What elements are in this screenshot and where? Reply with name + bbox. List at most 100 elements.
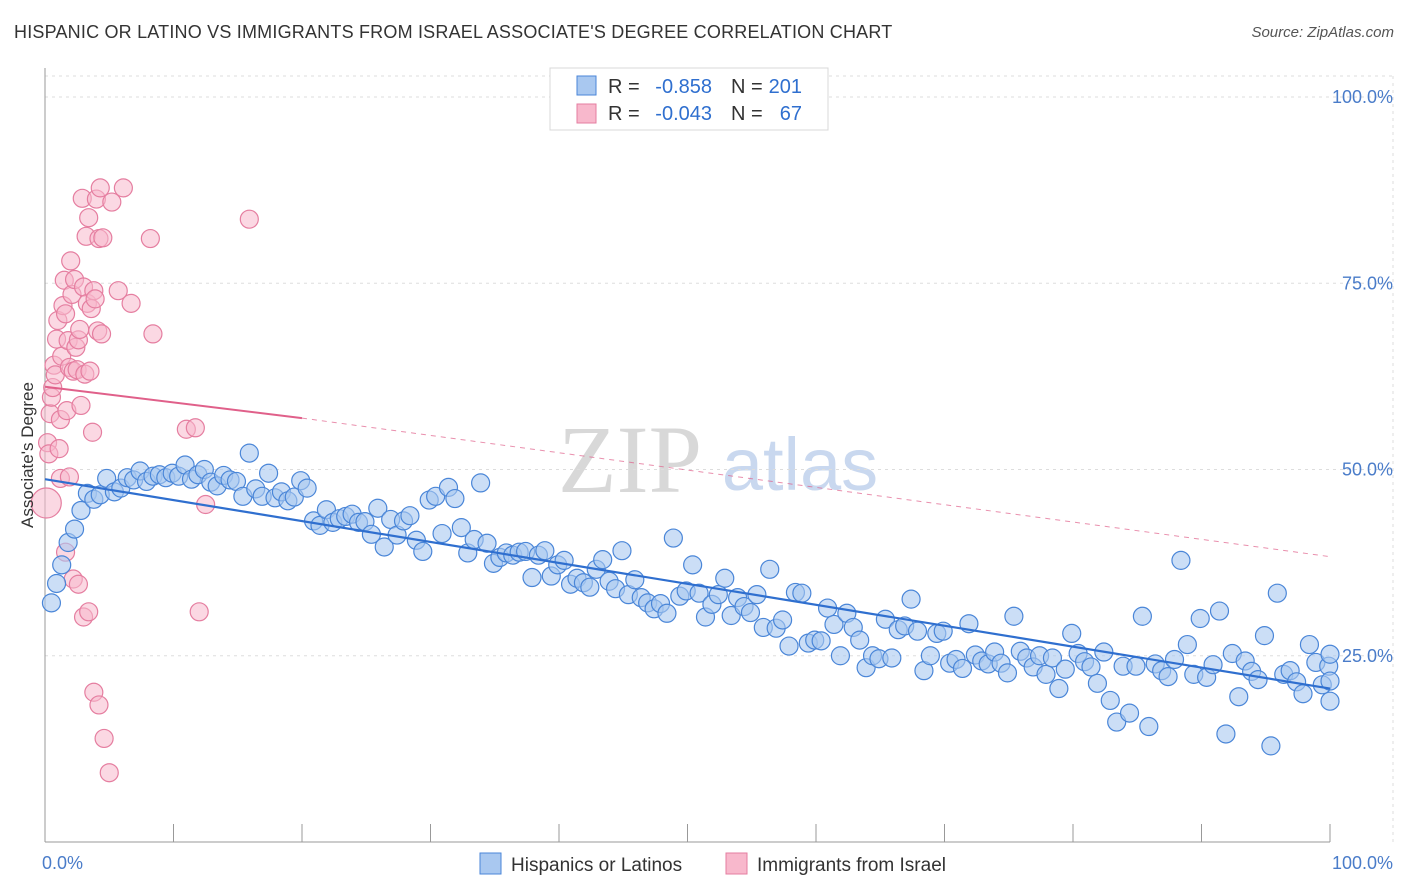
legend-r-label-1: R = xyxy=(608,103,640,125)
hispanic-point xyxy=(1320,691,1340,711)
hispanic-point xyxy=(612,541,632,561)
hispanic-point xyxy=(1261,736,1281,756)
bottom-legend-label-israel: Immigrants from Israel xyxy=(757,855,946,876)
hispanic-point xyxy=(1087,673,1108,693)
hispanic-point xyxy=(1164,649,1185,670)
hispanic-point xyxy=(920,646,940,666)
source-label: Source: ZipAtlas.com xyxy=(1251,24,1394,41)
legend-n-label-1: N = xyxy=(731,103,763,125)
hispanic-point xyxy=(1177,634,1197,655)
legend-n-value-0: 201 xyxy=(769,76,802,98)
israel-point xyxy=(239,209,259,229)
israel-points xyxy=(30,178,259,783)
legend-swatch-hispanic xyxy=(576,75,597,96)
hispanic-point xyxy=(535,541,555,561)
hispanic-point xyxy=(1293,684,1313,704)
hispanic-point xyxy=(239,443,259,463)
hispanic-point xyxy=(792,583,812,603)
israel-point xyxy=(99,763,119,783)
hispanic-point xyxy=(1190,608,1210,629)
legend-n-value-1: 67 xyxy=(780,103,802,125)
trend-lines xyxy=(44,385,1331,690)
israel-point xyxy=(68,574,89,594)
hispanic-point xyxy=(952,658,973,679)
hispanic-point xyxy=(760,559,780,579)
watermark-zip: ZIP xyxy=(558,406,702,513)
hispanic-point xyxy=(830,646,851,666)
hispanic-point xyxy=(1320,644,1340,664)
hispanic-point xyxy=(1267,583,1287,603)
hispanic-point xyxy=(46,573,67,594)
hispanic-point xyxy=(297,478,317,498)
hispanic-point xyxy=(657,603,677,623)
hispanic-point xyxy=(451,518,471,538)
hispanic-point xyxy=(1216,724,1236,744)
y-axis-label: Associate's Degree xyxy=(18,382,37,528)
israel-point xyxy=(91,324,112,344)
hispanic-point xyxy=(1254,626,1275,646)
hispanic-point xyxy=(882,648,902,668)
israel-trend-line xyxy=(44,385,303,420)
hispanic-point xyxy=(1126,656,1146,676)
watermark: ZIP atlas xyxy=(558,406,878,513)
hispanic-point xyxy=(715,568,735,588)
hispanic-point xyxy=(1119,703,1140,723)
israel-point xyxy=(89,695,109,715)
hispanic-point xyxy=(1062,623,1082,644)
hispanic-point xyxy=(593,550,613,570)
hispanic-point xyxy=(1132,606,1152,626)
legend-r-value-1: -0.043 xyxy=(655,103,712,125)
chart-title: HISPANIC OR LATINO VS IMMIGRANTS FROM IS… xyxy=(14,22,893,42)
x-tick-labels: 0.0% 100.0% xyxy=(42,853,1393,873)
stats-legend: R = -0.858 N = 201 R = -0.043 N = 67 xyxy=(549,67,829,131)
israel-point xyxy=(102,192,122,212)
bottom-legend-swatch-hispanic xyxy=(479,852,502,875)
hispanic-point xyxy=(683,555,703,575)
hispanic-point xyxy=(580,577,600,597)
israel-point xyxy=(49,439,69,459)
israel-point xyxy=(140,228,160,249)
hispanic-point xyxy=(1055,659,1075,679)
x-tick-label-0: 0.0% xyxy=(42,853,83,873)
legend-n-label-0: N = xyxy=(731,76,763,98)
hispanic-point xyxy=(374,537,394,557)
israel-point xyxy=(90,178,110,198)
hispanic-point xyxy=(901,589,921,609)
legend-swatch-israel xyxy=(576,103,597,124)
bottom-legend: Hispanics or Latinos Immigrants from Isr… xyxy=(479,852,946,876)
x-tick-label-100: 100.0% xyxy=(1332,853,1393,873)
israel-point xyxy=(61,251,81,271)
hispanic-point xyxy=(1158,667,1178,687)
hispanic-point xyxy=(445,488,465,509)
hispanic-point xyxy=(368,498,388,518)
hispanic-point xyxy=(1320,671,1340,691)
hispanic-point xyxy=(663,528,683,548)
israel-point xyxy=(79,208,99,228)
israel-point xyxy=(55,304,76,324)
hispanic-trend-line xyxy=(44,478,1331,690)
bottom-legend-swatch-israel xyxy=(725,852,748,875)
legend-r-value-0: -0.858 xyxy=(655,76,712,98)
hispanic-point xyxy=(258,463,279,483)
hispanic-point xyxy=(1209,601,1230,621)
hispanic-point xyxy=(400,506,420,526)
israel-point xyxy=(143,324,163,344)
y-tick-labels: 25.0% 50.0% 75.0% 100.0% xyxy=(1332,87,1393,666)
hispanic-point xyxy=(41,593,62,613)
israel-point xyxy=(94,728,114,749)
hispanic-point xyxy=(432,523,452,544)
watermark-atlas: atlas xyxy=(722,423,878,506)
hispanic-point xyxy=(522,567,542,588)
hispanic-point xyxy=(71,500,91,521)
y-tick-label-25: 25.0% xyxy=(1342,646,1393,666)
hispanic-point xyxy=(1004,606,1024,626)
israel-point xyxy=(80,361,100,381)
hispanic-point xyxy=(824,614,844,635)
israel-point xyxy=(113,178,133,198)
hispanic-point xyxy=(772,610,793,630)
hispanic-point xyxy=(1299,634,1320,655)
israel-point xyxy=(93,228,113,248)
hispanic-point xyxy=(52,555,72,575)
israel-trend-line-dashed xyxy=(301,417,1331,558)
